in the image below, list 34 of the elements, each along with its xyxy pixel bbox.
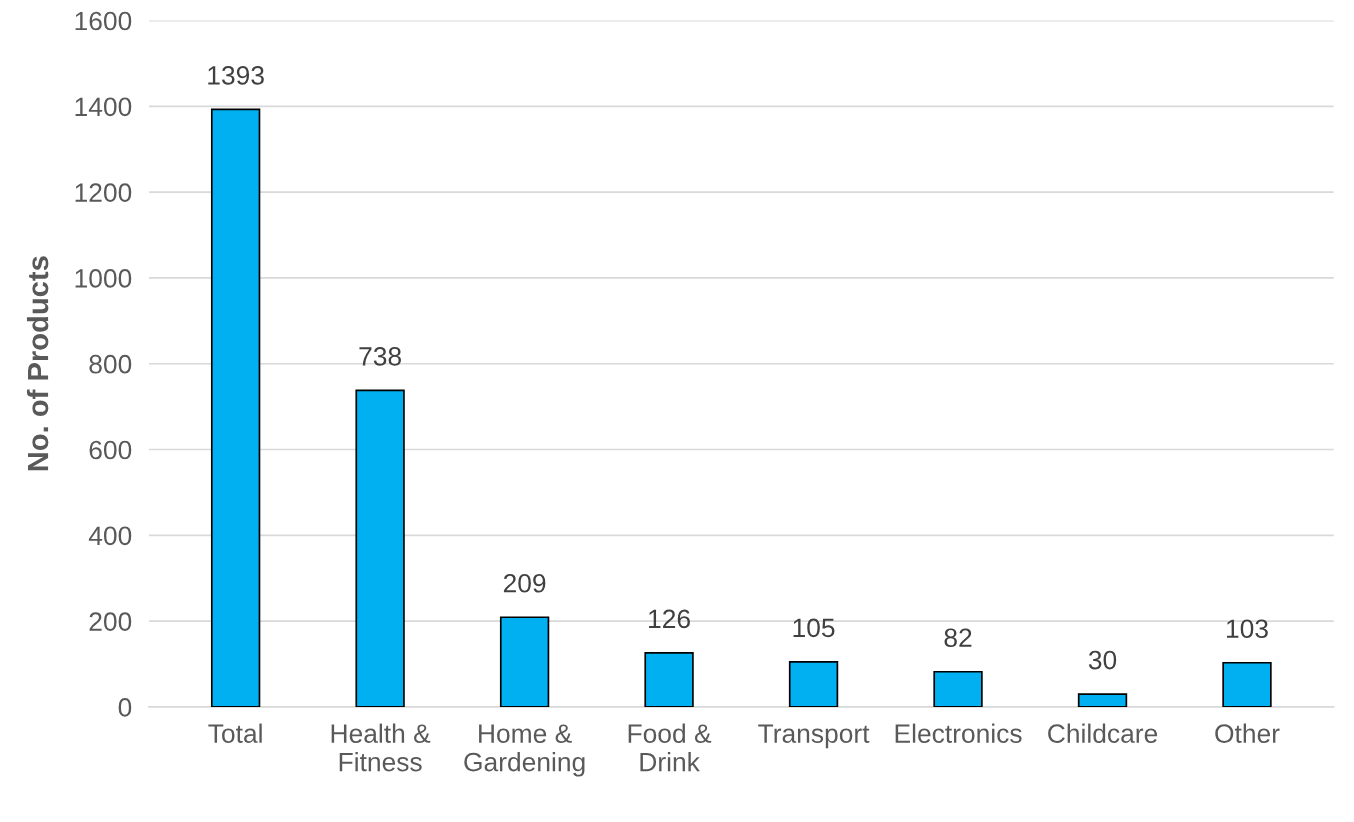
y-tick-label: 1600 [75,11,132,31]
y-tick-label: 200 [89,612,132,631]
bar [1077,693,1128,707]
data-label: 738 [359,346,401,366]
x-tick-label: Transport [758,724,870,749]
y-tick-label: 600 [89,440,132,460]
bar [355,389,405,707]
x-tick-label: Health & Fitness [331,723,431,772]
bar [788,661,839,707]
x-tick-label: Electronics [895,723,1022,743]
bar [499,616,550,707]
y-axis-title: No. of Products [26,256,49,471]
data-label: 30 [1088,650,1117,670]
y-tick-label: 1200 [75,183,132,202]
bar [933,670,983,707]
data-label: 103 [1227,619,1268,639]
bar [644,652,694,707]
y-tick-label: 800 [89,354,132,374]
data-label: 126 [649,609,690,629]
y-tick-label: 0 [118,698,132,717]
data-label: 1393 [208,66,264,85]
data-label: 105 [793,618,835,638]
x-tick-label: Other [1215,723,1280,743]
y-tick-label: 1000 [75,269,132,288]
y-tick-label: 1400 [75,97,132,117]
data-label: 82 [944,628,972,648]
x-tick-label: Food & Drink [628,723,712,772]
x-tick-label: Home & Gardening [464,724,585,777]
bar [210,108,261,707]
y-tick-label: 400 [88,526,132,546]
x-tick-label: Total [208,723,262,743]
data-label: 209 [503,573,546,593]
bar [1222,661,1272,707]
x-tick-label: Childcare [1048,723,1158,743]
